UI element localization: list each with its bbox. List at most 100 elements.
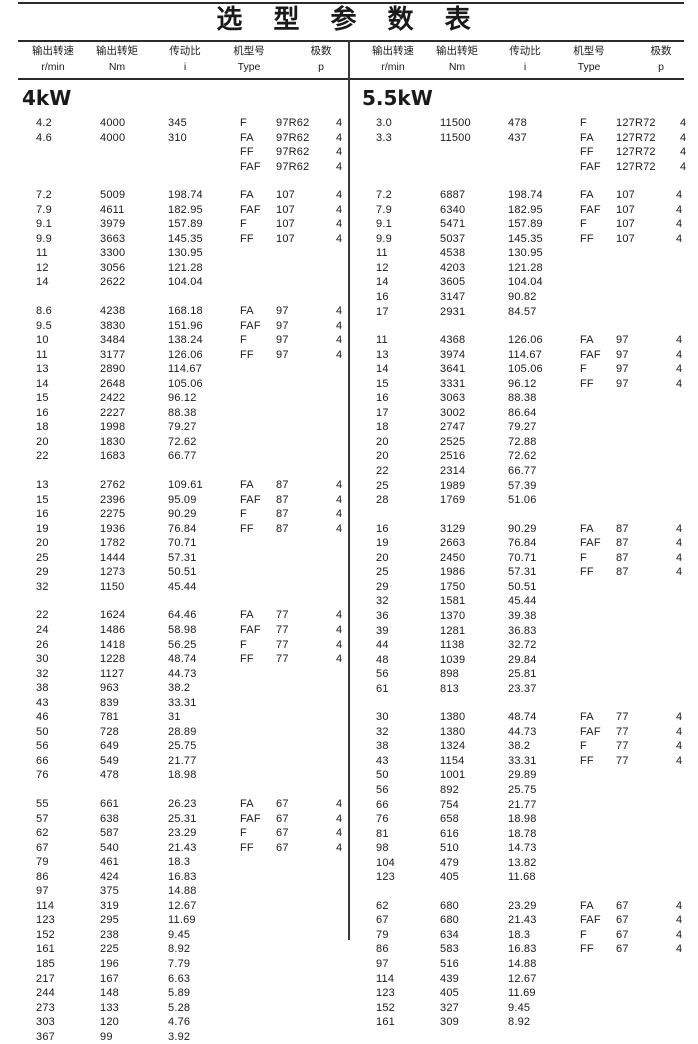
- cell-i: 79.27: [168, 421, 197, 434]
- cell-rpm: 66: [36, 754, 49, 767]
- cell-nm: 424: [100, 870, 119, 883]
- cell-rpm: 16: [376, 522, 389, 535]
- cell-rpm: 18: [376, 421, 389, 434]
- column-header-cn: 输出转矩: [96, 45, 138, 57]
- cell-type: F: [240, 117, 247, 129]
- cell-rpm: 15: [36, 493, 49, 506]
- cell-p: 4: [680, 146, 687, 159]
- table-row: 86 583 16.83 FF 67 4: [358, 942, 688, 957]
- cell-type: FAF: [240, 319, 261, 332]
- cell-model: 97: [276, 348, 289, 361]
- cell-type: FF: [240, 522, 254, 535]
- cell-type: FF: [240, 841, 254, 854]
- cell-rpm: 15: [376, 377, 389, 390]
- cell-rpm: 30: [36, 653, 49, 666]
- cell-p: 4: [336, 305, 343, 318]
- cell-type: F: [240, 638, 247, 651]
- table-row: 11 3177 126.06 FF 97 4: [18, 348, 348, 363]
- cell-p: 4: [336, 827, 343, 840]
- cell-model: 67: [276, 797, 289, 810]
- column-header-nm-right: 输出转矩 Nm: [422, 43, 492, 75]
- table-row: 24 1486 58.98 FAF 77 4: [18, 623, 348, 638]
- cell-nm: 680: [440, 899, 459, 912]
- cell-rpm: 11: [36, 247, 48, 260]
- cell-model: 107: [616, 189, 635, 202]
- table-row: 14 3641 105.06 F 97 4: [358, 362, 688, 377]
- table-row: 32 1380 44.73 FAF 77 4: [358, 725, 688, 740]
- cell-nm: 2275: [100, 508, 126, 521]
- cell-i: 198.74: [508, 189, 543, 202]
- cell-model: 87: [276, 479, 289, 492]
- cell-nm: 5009: [100, 189, 126, 202]
- cell-nm: 99: [100, 1030, 113, 1043]
- cell-nm: 4611: [100, 203, 125, 216]
- cell-nm: 587: [100, 827, 119, 840]
- cell-i: 18.78: [508, 827, 537, 840]
- cell-p: 4: [336, 479, 343, 492]
- cell-p: 4: [676, 232, 683, 245]
- table-row: 18 1998 79.27: [18, 420, 348, 435]
- cell-rpm: 48: [376, 653, 389, 666]
- table-row: 15 2422 96.12: [18, 391, 348, 406]
- cell-model: 77: [616, 725, 629, 738]
- cell-i: 95.09: [168, 493, 197, 506]
- model-group-87: 13 2762 109.61 FA 87 4 15 2396 95.09 FAF 87 4 16 2275…: [18, 478, 348, 594]
- cell-type: FA: [580, 522, 594, 535]
- cell-nm: 4368: [440, 334, 466, 347]
- table-row: 4.6 4000 310 FA 97R62 4: [18, 131, 348, 146]
- cell-model: 77: [616, 711, 629, 724]
- table-row: 22 1624 64.46 FA 77 4: [18, 608, 348, 623]
- table-row: 79 461 18.3: [18, 855, 348, 870]
- cell-rpm: 3.0: [376, 117, 392, 129]
- cell-model: 87: [276, 522, 289, 535]
- table-row: 16 3147 90.82: [358, 290, 688, 305]
- cell-model: 87: [276, 493, 289, 506]
- table-row: 30 1380 48.74 FA 77 4: [358, 710, 688, 725]
- cell-type: FA: [580, 189, 594, 202]
- cell-i: 5.28: [168, 1001, 191, 1014]
- cell-p: 4: [336, 319, 343, 332]
- cell-i: 182.95: [508, 203, 543, 216]
- cell-nm: 754: [440, 798, 459, 811]
- cell-model: 67: [276, 812, 289, 825]
- column-header-unit: p: [658, 61, 664, 73]
- cell-rpm: 123: [36, 914, 55, 927]
- cell-i: 44.73: [508, 725, 537, 738]
- header-top-rule: [18, 40, 684, 42]
- cell-rpm: 217: [36, 972, 55, 985]
- cell-type: FAF: [240, 623, 261, 636]
- cell-type: FF: [240, 232, 254, 245]
- cell-type: FA: [580, 131, 594, 144]
- cell-nm: 405: [440, 987, 459, 1000]
- column-header-type-left: 机型号 Type: [214, 43, 284, 75]
- table-row: 29 1750 50.51: [358, 580, 688, 595]
- cell-rpm: 19: [36, 522, 49, 535]
- cell-p: 4: [336, 623, 343, 636]
- cell-rpm: 13: [36, 479, 49, 492]
- cell-i: 70.71: [168, 537, 197, 550]
- cell-nm: 649: [100, 740, 119, 753]
- column-header-cn: 极数: [650, 45, 672, 57]
- cell-nm: 2648: [100, 377, 126, 390]
- cell-i: 23.29: [508, 899, 537, 912]
- cell-type: FAF: [240, 160, 261, 173]
- cell-model: 67: [616, 914, 629, 927]
- cell-i: 121.28: [508, 261, 543, 274]
- cell-type: FA: [240, 189, 254, 202]
- cell-rpm: 32: [36, 667, 49, 680]
- table-row: 4.2 4000 345 F 97R62 4: [18, 116, 348, 131]
- cell-i: 25.75: [508, 783, 537, 796]
- cell-rpm: 25: [376, 566, 389, 579]
- cell-rpm: 97: [376, 957, 389, 970]
- cell-rpm: 7.9: [376, 203, 392, 216]
- cell-rpm: 25: [376, 479, 389, 492]
- cell-rpm: 123: [376, 871, 395, 884]
- cell-p: 4: [336, 508, 343, 521]
- cell-nm: 4000: [100, 117, 126, 129]
- cell-rpm: 55: [36, 797, 49, 810]
- cell-i: 48.74: [168, 653, 197, 666]
- table-row: 16 2227 88.38: [18, 406, 348, 421]
- cell-nm: 638: [100, 812, 119, 825]
- cell-type: FAF: [240, 493, 261, 506]
- table-row: 46 781 31: [18, 710, 348, 725]
